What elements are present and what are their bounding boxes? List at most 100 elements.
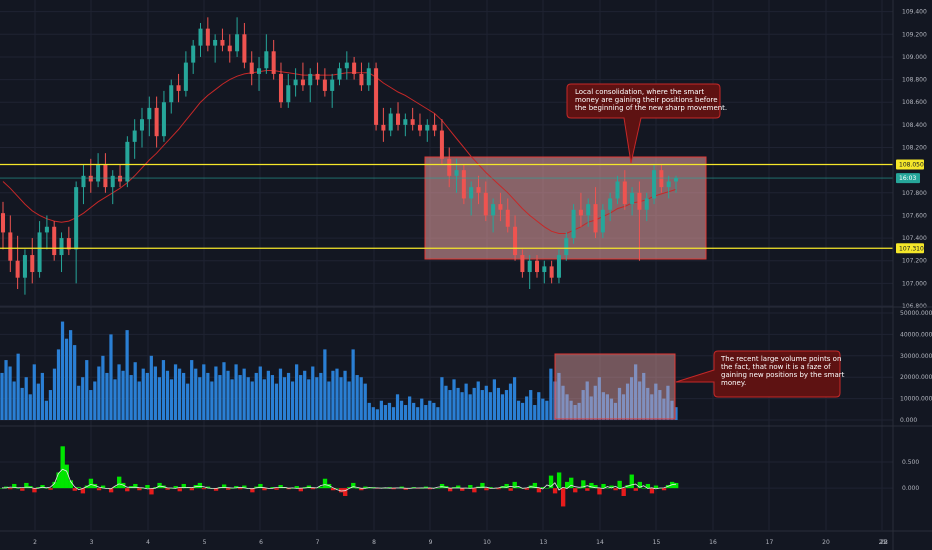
oscillator-signal-line <box>1 468 677 492</box>
volume-bar <box>270 375 275 420</box>
price-tick-label: 108.400 <box>902 122 927 129</box>
candle-body <box>147 107 152 120</box>
oscillator-bar <box>68 480 73 489</box>
oscillator-bar <box>318 486 324 489</box>
annotation-text-line: money are gaining their positions before <box>575 96 718 104</box>
oscillator-bar <box>12 483 17 489</box>
oscillator-bar <box>294 486 299 489</box>
volume-bar <box>242 368 246 420</box>
volume-bar <box>674 407 678 420</box>
volume-bar <box>424 405 428 420</box>
volume-series <box>0 321 678 420</box>
volume-tick-label: 0.000 <box>900 417 917 424</box>
oscillator-bar <box>601 483 606 489</box>
candle-body <box>644 198 649 210</box>
price-tick-label: 108.600 <box>902 99 927 106</box>
volume-bar <box>371 407 375 420</box>
oscillator-bar <box>516 487 521 489</box>
volume-bar <box>484 385 488 420</box>
candle-body <box>300 79 305 86</box>
oscillator-bar <box>359 488 364 491</box>
candle-body <box>315 73 320 80</box>
volume-bar <box>625 383 630 420</box>
oscillator-bar <box>60 446 65 489</box>
volume-bar <box>60 321 65 420</box>
volume-bar <box>149 355 153 420</box>
candle-body <box>220 39 225 46</box>
oscillator-bar <box>544 488 550 489</box>
volume-bar <box>456 387 460 420</box>
oscillator-bar <box>657 488 663 489</box>
volume-bar <box>157 377 162 420</box>
volume-bar <box>68 330 73 420</box>
oscillator-bar <box>225 488 231 490</box>
volume-bar <box>629 377 634 420</box>
candle-body <box>513 226 518 256</box>
oscillator-bar <box>0 488 5 489</box>
candle-body <box>425 124 430 131</box>
oscillator-bar <box>540 487 546 489</box>
oscillator-bar <box>234 486 239 489</box>
volume-bar <box>77 385 81 420</box>
volume-bar <box>186 383 190 420</box>
volume-bar <box>133 362 137 420</box>
oscillator-bar <box>52 481 57 489</box>
oscillator-bar <box>112 486 118 489</box>
volume-bar <box>234 364 238 420</box>
candle-body <box>30 255 35 273</box>
volume-bar <box>169 379 174 420</box>
volume-bar <box>516 400 521 420</box>
candle-body <box>534 260 540 273</box>
oscillator-bar <box>258 483 263 489</box>
oscillator-bar <box>585 488 590 491</box>
candle-body <box>81 175 86 188</box>
candle-body <box>505 209 510 227</box>
price-tick-label: 109.400 <box>902 9 927 16</box>
volume-bar <box>210 381 214 420</box>
oscillator-bar <box>270 487 275 489</box>
volume-bar <box>182 372 186 420</box>
oscillator-bar <box>552 488 558 494</box>
annotation-text-line: gaining new positions by the smart <box>721 371 845 379</box>
oscillator-bar <box>419 488 425 489</box>
volume-bar <box>137 381 141 420</box>
horizontal-levels[interactable] <box>0 163 893 249</box>
annotation-consolidation[interactable]: Local consolidation, where the smartmone… <box>566 83 727 164</box>
volume-bar <box>311 366 315 420</box>
oscillator-bar <box>117 476 122 489</box>
volume-bar <box>387 402 392 420</box>
oscillator-bar <box>80 488 86 494</box>
volume-bar <box>246 377 250 420</box>
candle-body <box>44 226 49 233</box>
volume-bar <box>420 398 424 420</box>
time-tick-label: 4 <box>146 539 150 546</box>
oscillator-bar <box>633 488 638 491</box>
volume-bar <box>16 353 20 420</box>
oscillator-bar <box>347 487 352 489</box>
candle-body <box>549 266 554 278</box>
oscillator-bar <box>363 486 368 489</box>
candle-body <box>622 181 627 205</box>
volume-bar <box>561 385 565 420</box>
oscillator-bar <box>141 488 146 489</box>
volume-bar <box>383 405 388 420</box>
candle-body <box>15 260 20 278</box>
volume-bar <box>621 394 626 420</box>
candle-body <box>417 124 422 131</box>
candle-body <box>381 124 386 131</box>
volume-bar <box>32 364 36 420</box>
oscillator-bar <box>177 488 182 492</box>
volume-bar <box>593 385 597 420</box>
volume-bar <box>440 377 444 420</box>
oscillator-bar <box>213 488 219 491</box>
candle-body <box>388 113 393 131</box>
oscillator-bar <box>262 488 267 491</box>
candle-body <box>461 170 466 199</box>
oscillator-bar <box>512 481 517 489</box>
volume-bar <box>250 381 254 420</box>
oscillator-bar <box>387 487 392 489</box>
volume-bar <box>165 370 170 420</box>
volume-bar <box>238 375 242 420</box>
